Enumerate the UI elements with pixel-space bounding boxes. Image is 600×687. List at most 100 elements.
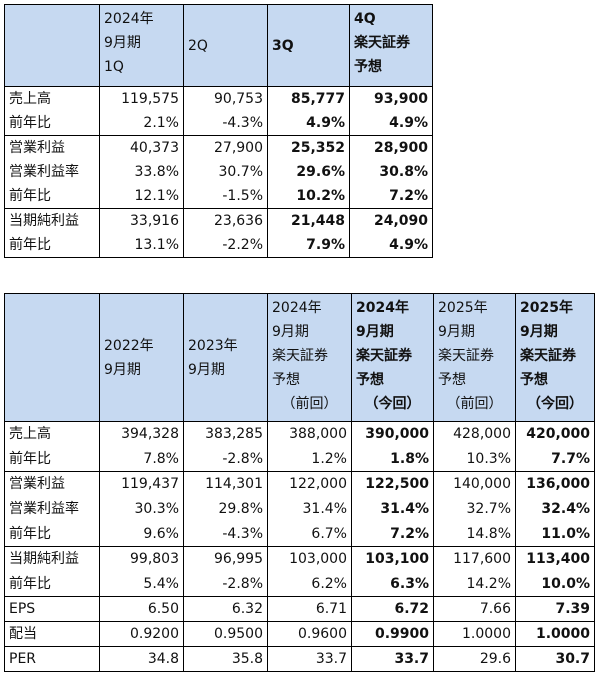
table-cell: -4.3% xyxy=(183,111,268,136)
table-cell: 9.6% xyxy=(99,521,184,547)
annual-forecast-table: 2022年 9月期 2023年 9月期 2024年 9月期 楽天証券 予想 （前… xyxy=(4,293,595,672)
table-row: 前年比 5.4% -2.8% 6.2% 6.3% 14.2% 10.0% xyxy=(4,571,595,597)
table-cell: 103,100 xyxy=(351,546,434,572)
table-cell: 390,000 xyxy=(351,421,434,447)
table-cell: 0.9900 xyxy=(351,621,434,647)
table-cell: 4.9% xyxy=(349,111,433,136)
table-row: 配当 0.9200 0.9500 0.9600 0.9900 1.0000 1.0000 xyxy=(4,621,595,647)
header-corner xyxy=(4,293,100,422)
table-cell: 428,000 xyxy=(433,421,516,447)
header-fy2024-current: 2024年 9月期 楽天証券 予想 （今回） xyxy=(351,293,434,422)
table-row: 営業利益 40,373 27,900 25,352 28,900 xyxy=(4,135,433,160)
row-label: 営業利益 xyxy=(4,135,100,160)
table-row: 前年比 13.1% -2.2% 7.9% 4.9% xyxy=(4,233,433,258)
table-cell: -4.3% xyxy=(183,521,268,547)
table-cell: 90,753 xyxy=(183,86,268,111)
table-cell: 103,000 xyxy=(267,546,352,572)
table-cell: 420,000 xyxy=(515,421,595,447)
table-cell: -2.2% xyxy=(183,233,268,258)
table-header-row: 2024年 9月期 1Q 2Q 3Q 4Q 楽天証券 予想 xyxy=(4,4,433,87)
table-cell: 32.4% xyxy=(515,496,595,522)
table-cell: 30.8% xyxy=(349,160,433,184)
header-corner xyxy=(4,4,100,87)
table-cell: 6.71 xyxy=(267,596,352,622)
table-cell: 33.7 xyxy=(351,646,434,672)
table-cell: 113,400 xyxy=(515,546,595,572)
table-row: 前年比 7.8% -2.8% 1.2% 1.8% 10.3% 7.7% xyxy=(4,446,595,472)
table-cell: 1.0000 xyxy=(433,621,516,647)
row-label: 前年比 xyxy=(4,184,100,209)
table-cell: 29.6% xyxy=(267,160,350,184)
table-cell: 394,328 xyxy=(99,421,184,447)
header-fy2023: 2023年 9月期 xyxy=(183,293,268,422)
header-fy2025-current: 2025年 9月期 楽天証券 予想 （今回） xyxy=(515,293,595,422)
table-cell: 7.9% xyxy=(267,233,350,258)
table-row: 前年比 2.1% -4.3% 4.9% 4.9% xyxy=(4,111,433,136)
row-label: 当期純利益 xyxy=(4,546,100,572)
table-cell: 6.3% xyxy=(351,571,434,597)
table-cell: 117,600 xyxy=(433,546,516,572)
table-header-row: 2022年 9月期 2023年 9月期 2024年 9月期 楽天証券 予想 （前… xyxy=(4,293,595,422)
header-fy2025-previous: 2025年 9月期 楽天証券 予想 （前回） xyxy=(433,293,516,422)
table-cell: 0.9600 xyxy=(267,621,352,647)
table-cell: 10.2% xyxy=(267,184,350,209)
header-4q-forecast: 4Q 楽天証券 予想 xyxy=(349,4,433,87)
row-label: 配当 xyxy=(4,621,100,647)
table-row: 売上高 119,575 90,753 85,777 93,900 xyxy=(4,86,433,111)
table-cell: 114,301 xyxy=(183,471,268,497)
table-cell: 7.66 xyxy=(433,596,516,622)
header-3q: 3Q xyxy=(267,4,350,87)
table-cell: 119,437 xyxy=(99,471,184,497)
table-cell: 21,448 xyxy=(267,208,350,233)
table-cell: 0.9500 xyxy=(183,621,268,647)
table-cell: -2.8% xyxy=(183,446,268,472)
table-cell: 30.7 xyxy=(515,646,595,672)
table-cell: 33,916 xyxy=(99,208,184,233)
table-cell: 119,575 xyxy=(99,86,184,111)
table-cell: 10.0% xyxy=(515,571,595,597)
table-cell: 7.8% xyxy=(99,446,184,472)
table-row: 営業利益率 33.8% 30.7% 29.6% 30.8% xyxy=(4,160,433,184)
table-cell: 122,000 xyxy=(267,471,352,497)
row-label: 前年比 xyxy=(4,233,100,258)
table-cell: -1.5% xyxy=(183,184,268,209)
table-cell: 6.72 xyxy=(351,596,434,622)
table-cell: 14.2% xyxy=(433,571,516,597)
row-label: 前年比 xyxy=(4,446,100,472)
table-row: 営業利益 119,437 114,301 122,000 122,500 140,000 1… xyxy=(4,471,595,497)
table-cell: 11.0% xyxy=(515,521,595,547)
row-label: 売上高 xyxy=(4,421,100,447)
table-row: 当期純利益 99,803 96,995 103,000 103,100 117,600 11… xyxy=(4,546,595,572)
table-cell: 388,000 xyxy=(267,421,352,447)
row-label: 売上高 xyxy=(4,86,100,111)
table-cell: 33.7 xyxy=(267,646,352,672)
table-cell: 28,900 xyxy=(349,135,433,160)
table-cell: 6.50 xyxy=(99,596,184,622)
table-cell: 5.4% xyxy=(99,571,184,597)
table-cell: 85,777 xyxy=(267,86,350,111)
table-cell: 0.9200 xyxy=(99,621,184,647)
row-label: EPS xyxy=(4,596,100,622)
table-row: 売上高 394,328 383,285 388,000 390,000 428,000 42… xyxy=(4,421,595,447)
table-cell: 25,352 xyxy=(267,135,350,160)
table-cell: 30.7% xyxy=(183,160,268,184)
table-cell: 140,000 xyxy=(433,471,516,497)
table-cell: 7.2% xyxy=(351,521,434,547)
table-cell: 12.1% xyxy=(99,184,184,209)
table-cell: 383,285 xyxy=(183,421,268,447)
table-cell: 136,000 xyxy=(515,471,595,497)
table-row: 当期純利益 33,916 23,636 21,448 24,090 xyxy=(4,208,433,233)
row-label: 前年比 xyxy=(4,111,100,136)
table-cell: 33.8% xyxy=(99,160,184,184)
table-row: PER 34.8 35.8 33.7 33.7 29.6 30.7 xyxy=(4,646,595,672)
table-cell: 10.3% xyxy=(433,446,516,472)
table-cell: 14.8% xyxy=(433,521,516,547)
table-cell: 1.2% xyxy=(267,446,352,472)
table-row: 前年比 9.6% -4.3% 6.7% 7.2% 14.8% 11.0% xyxy=(4,521,595,547)
row-label: 営業利益率 xyxy=(4,160,100,184)
table-cell: 122,500 xyxy=(351,471,434,497)
table-cell: 34.8 xyxy=(99,646,184,672)
table-cell: 7.7% xyxy=(515,446,595,472)
table-cell: 24,090 xyxy=(349,208,433,233)
table-cell: 6.32 xyxy=(183,596,268,622)
